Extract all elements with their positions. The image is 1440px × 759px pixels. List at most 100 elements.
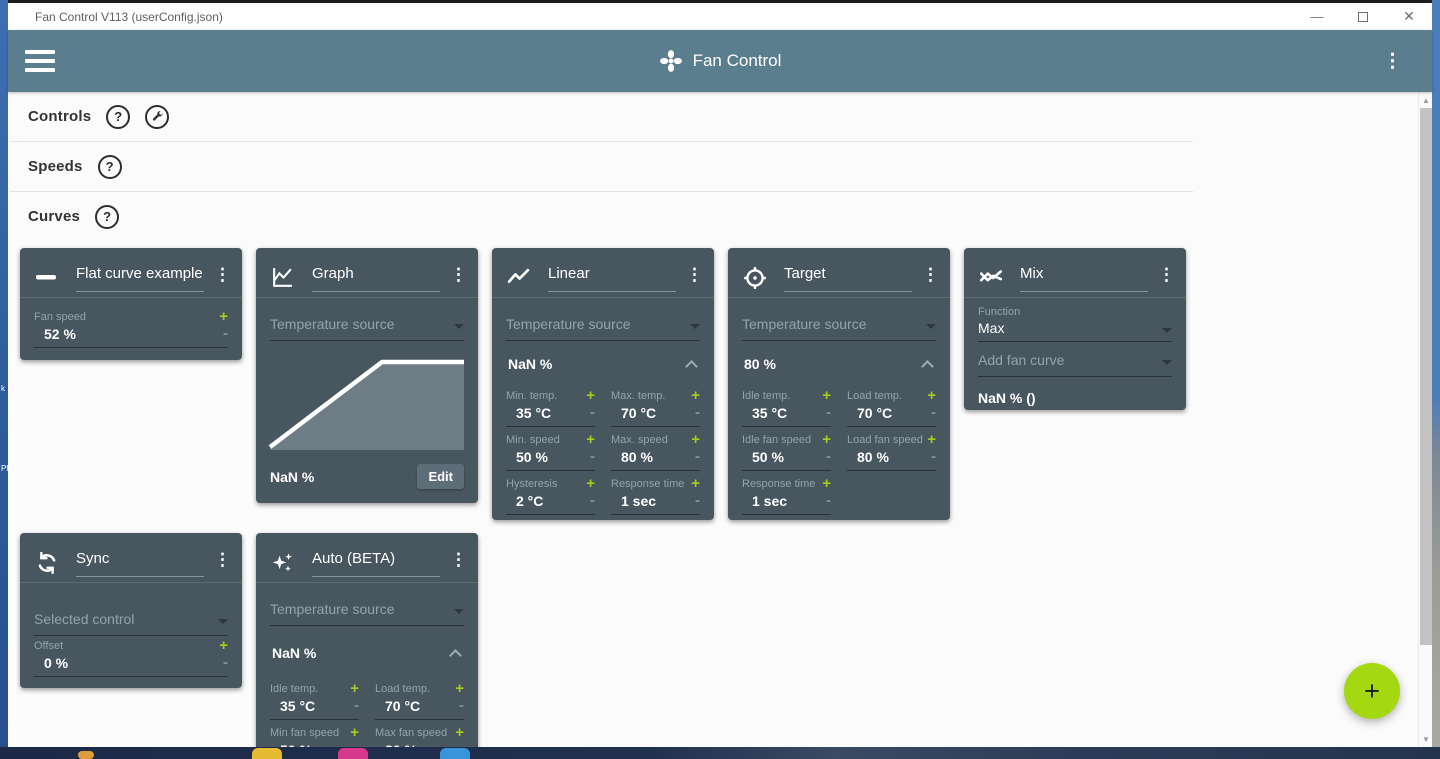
scrollbar-thumb[interactable]: [1420, 108, 1432, 645]
increment-button[interactable]: +: [822, 387, 831, 404]
curves-help-button[interactable]: ?: [95, 204, 120, 229]
decrement-button[interactable]: -: [826, 404, 831, 421]
field-value-input[interactable]: 52 %: [44, 326, 76, 342]
chevron-up-icon: [685, 360, 698, 373]
decrement-button[interactable]: -: [931, 448, 936, 465]
increment-button[interactable]: +: [455, 724, 464, 741]
card-header: Target ⋮: [742, 248, 939, 297]
curve-value-accordion[interactable]: NaN %: [270, 640, 464, 666]
card-title-input[interactable]: Mix: [1020, 265, 1148, 292]
increment-button[interactable]: +: [691, 387, 700, 404]
decrement-button[interactable]: -: [354, 697, 359, 714]
card-title-input[interactable]: Sync: [76, 550, 204, 577]
decrement-button[interactable]: -: [931, 404, 936, 421]
decrement-button[interactable]: -: [590, 448, 595, 465]
temperature-source-select[interactable]: Temperature source: [506, 316, 700, 341]
increment-button[interactable]: +: [586, 431, 595, 448]
increment-button[interactable]: +: [350, 724, 359, 741]
decrement-button[interactable]: -: [223, 325, 228, 342]
card-kebab-menu[interactable]: ⋮: [450, 550, 467, 569]
field-value-input[interactable]: 70 °C: [385, 698, 421, 714]
decrement-button[interactable]: -: [590, 492, 595, 509]
add-curve-fab-button[interactable]: +: [1344, 663, 1400, 719]
field-value-input[interactable]: 80 %: [857, 449, 889, 465]
section-curves-label: Curves: [28, 208, 81, 225]
card-kebab-menu[interactable]: ⋮: [1158, 265, 1175, 284]
decrement-button[interactable]: -: [695, 404, 700, 421]
maximize-button[interactable]: [1340, 3, 1386, 30]
scrollbar-down-arrow[interactable]: ▼: [1422, 734, 1430, 744]
increment-button[interactable]: +: [219, 308, 228, 325]
increment-button[interactable]: +: [822, 475, 831, 492]
field-value-input[interactable]: 70 °C: [857, 405, 893, 421]
field-value-input[interactable]: 1 sec: [621, 493, 657, 509]
decrement-button[interactable]: -: [459, 742, 464, 747]
increment-button[interactable]: +: [822, 431, 831, 448]
field-value-input[interactable]: 1 sec: [752, 493, 788, 509]
decrement-button[interactable]: -: [695, 492, 700, 509]
field-max-speed: Max. speed + 80 % -: [611, 427, 700, 471]
minimize-button[interactable]: —: [1310, 9, 1324, 24]
card-kebab-menu[interactable]: ⋮: [214, 265, 231, 284]
decrement-button[interactable]: -: [223, 654, 228, 671]
field-value-input[interactable]: 50 %: [516, 449, 548, 465]
fan-logo-icon: [659, 50, 682, 72]
speeds-help-button[interactable]: ?: [97, 154, 122, 179]
window-controls: — ✕: [1294, 3, 1432, 30]
curve-value-accordion[interactable]: NaN %: [506, 351, 700, 377]
card-kebab-menu[interactable]: ⋮: [214, 550, 231, 569]
card-title-input[interactable]: Graph: [312, 265, 440, 292]
increment-button[interactable]: +: [586, 387, 595, 404]
field-min-speed: Min. speed + 50 % -: [506, 427, 595, 471]
card-kebab-menu[interactable]: ⋮: [686, 265, 703, 284]
card-kebab-menu[interactable]: ⋮: [450, 265, 467, 284]
controls-wrench-button[interactable]: [145, 104, 170, 129]
increment-button[interactable]: +: [219, 637, 228, 654]
increment-button[interactable]: +: [586, 475, 595, 492]
decrement-button[interactable]: -: [695, 448, 700, 465]
card-kebab-menu[interactable]: ⋮: [922, 265, 939, 284]
field-value-input[interactable]: 35 °C: [280, 698, 316, 714]
function-select[interactable]: Max: [978, 320, 1172, 342]
decrement-button[interactable]: -: [590, 404, 595, 421]
chevron-down-icon: [454, 609, 464, 614]
increment-button[interactable]: +: [455, 680, 464, 697]
hamburger-menu-icon[interactable]: [25, 50, 55, 72]
decrement-button[interactable]: -: [459, 697, 464, 714]
increment-button[interactable]: +: [927, 387, 936, 404]
card-divider: [20, 582, 242, 583]
field-value-input[interactable]: 35 °C: [516, 405, 552, 421]
field-value-input[interactable]: 50 %: [280, 742, 354, 747]
card-title-input[interactable]: Auto (BETA): [312, 550, 440, 577]
card-title-input[interactable]: Linear: [548, 265, 676, 292]
temperature-source-select[interactable]: Temperature source: [270, 601, 464, 626]
selected-control-select[interactable]: Selected control: [34, 611, 228, 636]
edit-button[interactable]: Edit: [417, 464, 464, 489]
curve-value-accordion[interactable]: 80 %: [742, 351, 936, 377]
increment-button[interactable]: +: [927, 431, 936, 448]
decrement-button[interactable]: -: [354, 742, 359, 747]
increment-button[interactable]: +: [350, 680, 359, 697]
vertical-scrollbar[interactable]: ▲ ▼: [1418, 92, 1432, 747]
scrollbar-up-arrow[interactable]: ▲: [1422, 95, 1430, 105]
increment-button[interactable]: +: [691, 431, 700, 448]
close-button[interactable]: ✕: [1403, 8, 1415, 24]
field-value-input[interactable]: 70 °C: [621, 405, 657, 421]
field-value-input[interactable]: 2 °C: [516, 493, 544, 509]
card-title-input[interactable]: Target: [784, 265, 912, 292]
increment-button[interactable]: +: [691, 475, 700, 492]
field-label: Load temp.: [847, 390, 903, 402]
field-value-input[interactable]: 80 %: [385, 742, 459, 747]
card-title-input[interactable]: Flat curve example: [76, 265, 204, 292]
decrement-button[interactable]: -: [826, 448, 831, 465]
temperature-source-select[interactable]: Temperature source: [270, 316, 464, 341]
temperature-source-select[interactable]: Temperature source: [742, 316, 936, 341]
field-value-input[interactable]: 50 %: [752, 449, 784, 465]
header-kebab-menu[interactable]: ⋮: [1383, 50, 1402, 72]
field-value-input[interactable]: 80 %: [621, 449, 653, 465]
field-value-input[interactable]: 0 %: [44, 655, 69, 671]
field-value-input[interactable]: 35 °C: [752, 405, 788, 421]
decrement-button[interactable]: -: [826, 492, 831, 509]
controls-help-button[interactable]: ?: [106, 104, 131, 129]
add-fan-curve-select[interactable]: Add fan curve: [978, 352, 1172, 377]
